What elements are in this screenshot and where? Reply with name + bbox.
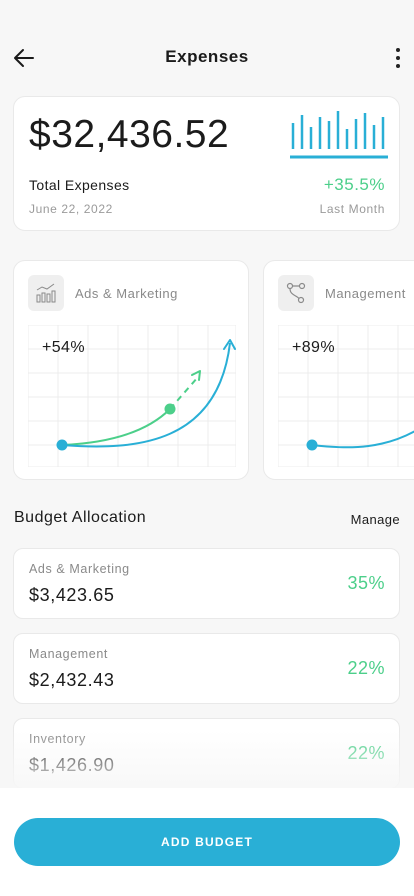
category-growth-chart (278, 325, 414, 467)
total-change: +35.5% (323, 175, 385, 194)
manage-link[interactable]: Manage (350, 512, 400, 527)
mini-bar-chart-icon (290, 111, 388, 159)
total-amount: $32,436.52 (29, 113, 230, 156)
budget-item-percent: 22% (347, 743, 385, 763)
back-button[interactable] (8, 42, 40, 74)
section-title: Budget Allocation (14, 509, 147, 526)
arrow-left-icon (14, 49, 34, 67)
flow-nodes-icon (286, 282, 306, 304)
category-name: Management (325, 286, 406, 301)
more-vertical-icon (396, 48, 400, 52)
bottom-action-bar: ADD BUDGET (0, 788, 414, 896)
category-change: +54% (42, 339, 85, 356)
category-card-management[interactable]: Management +89% (263, 260, 414, 480)
budget-item-management[interactable]: Management $2,432.43 22% (13, 633, 400, 704)
budget-item-percent: 22% (347, 658, 385, 678)
budget-item-name: Ads & Marketing (29, 562, 130, 576)
category-name: Ads & Marketing (75, 286, 178, 301)
add-budget-button[interactable]: ADD BUDGET (14, 818, 400, 866)
total-period: Last Month (319, 202, 385, 216)
category-change: +89% (292, 339, 335, 356)
category-icon-box (278, 275, 314, 311)
budget-item-inventory[interactable]: Inventory $1,426.90 22% (13, 718, 400, 789)
header: Expenses (0, 40, 414, 76)
total-date: June 22, 2022 (29, 202, 113, 216)
total-expenses-card[interactable]: $32,436.52 Total Expenses June 22, 2022 … (13, 96, 400, 231)
budget-item-amount: $2,432.43 (29, 670, 115, 690)
bar-chart-icon (36, 283, 56, 303)
page-title: Expenses (165, 47, 249, 66)
budget-item-name: Management (29, 647, 108, 661)
category-icon-box (28, 275, 64, 311)
budget-item-amount: $1,426.90 (29, 755, 115, 775)
category-card-ads-marketing[interactable]: Ads & Marketing (13, 260, 249, 480)
category-growth-chart (28, 325, 236, 467)
budget-item-amount: $3,423.65 (29, 585, 115, 605)
budget-item-ads-marketing[interactable]: Ads & Marketing $3,423.65 35% (13, 548, 400, 619)
more-menu-button[interactable] (386, 42, 410, 74)
budget-item-name: Inventory (29, 732, 86, 746)
budget-item-percent: 35% (347, 573, 385, 593)
total-label: Total Expenses (29, 177, 130, 193)
